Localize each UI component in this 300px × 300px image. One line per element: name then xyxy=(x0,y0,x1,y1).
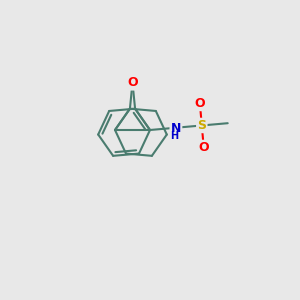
Text: O: O xyxy=(198,141,209,154)
Text: H: H xyxy=(170,131,178,141)
Text: O: O xyxy=(195,97,205,110)
Text: O: O xyxy=(127,76,138,89)
Text: S: S xyxy=(197,119,206,132)
Text: N: N xyxy=(171,122,181,135)
